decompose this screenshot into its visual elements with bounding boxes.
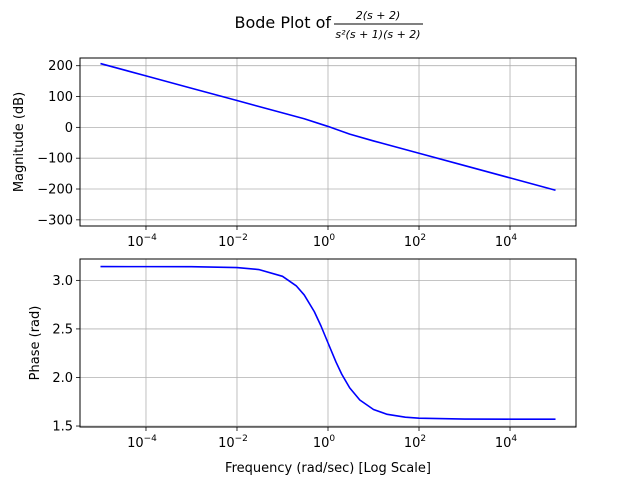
magnitude-y-tick-label: −300 xyxy=(37,213,73,228)
magnitude-plot: 10−4 10−2 100 102 104 200 100 0 −100 −200 −300 Ma… xyxy=(12,57,577,250)
phase-x-axis-label: Frequency (rad/sec) [Log Scale] xyxy=(225,461,431,476)
magnitude-y-tick-label: −100 xyxy=(37,152,73,167)
magnitude-y-tick-label: 100 xyxy=(48,90,73,105)
magnitude-x-tick-label: 102 xyxy=(404,233,426,250)
phase-y-tick-label: 3.0 xyxy=(52,274,73,289)
phase-x-tick-label: 100 xyxy=(313,434,336,451)
magnitude-line xyxy=(100,62,556,192)
title-prefix: Bode Plot of xyxy=(234,13,331,32)
phase-y-tick-label: 1.5 xyxy=(52,420,73,435)
magnitude-x-tick-label: 100 xyxy=(313,233,336,250)
magnitude-series xyxy=(100,62,556,192)
phase-y-ticks: 1.5 2.0 2.5 3.0 xyxy=(52,274,80,435)
figure-title: Bode Plot of 2(s + 2) s²(s + 1)(s + 2) xyxy=(234,9,423,41)
title-numerator: 2(s + 2) xyxy=(356,9,401,22)
phase-y-axis-label: Phase (rad) xyxy=(28,306,43,381)
title-denominator: s²(s + 1)(s + 2) xyxy=(335,28,420,41)
magnitude-y-axis-label: Magnitude (dB) xyxy=(12,92,27,192)
phase-line xyxy=(100,265,556,420)
magnitude-x-ticks: 10−4 10−2 100 102 104 xyxy=(127,226,517,250)
magnitude-grid xyxy=(80,58,576,226)
phase-plot: 10−4 10−2 100 102 104 1.5 2.0 2.5 3.0 Phase (ra… xyxy=(28,258,577,476)
magnitude-y-tick-label: 0 xyxy=(65,121,73,136)
magnitude-y-ticks: 200 100 0 −100 −200 −300 xyxy=(37,59,80,228)
phase-series xyxy=(100,265,556,420)
magnitude-x-tick-label: 10−2 xyxy=(218,233,248,250)
magnitude-y-tick-label: −200 xyxy=(37,183,73,198)
phase-grid xyxy=(80,259,576,427)
phase-x-tick-label: 10−4 xyxy=(127,434,157,451)
phase-y-tick-label: 2.5 xyxy=(52,322,73,337)
phase-y-tick-label: 2.0 xyxy=(52,371,73,386)
magnitude-x-tick-label: 104 xyxy=(495,233,518,250)
phase-x-tick-label: 10−2 xyxy=(218,434,248,451)
phase-x-ticks: 10−4 10−2 100 102 104 xyxy=(127,427,517,451)
phase-x-tick-label: 102 xyxy=(404,434,426,451)
phase-x-tick-label: 104 xyxy=(495,434,518,451)
magnitude-x-tick-label: 10−4 xyxy=(127,233,157,250)
magnitude-y-tick-label: 200 xyxy=(48,59,73,74)
